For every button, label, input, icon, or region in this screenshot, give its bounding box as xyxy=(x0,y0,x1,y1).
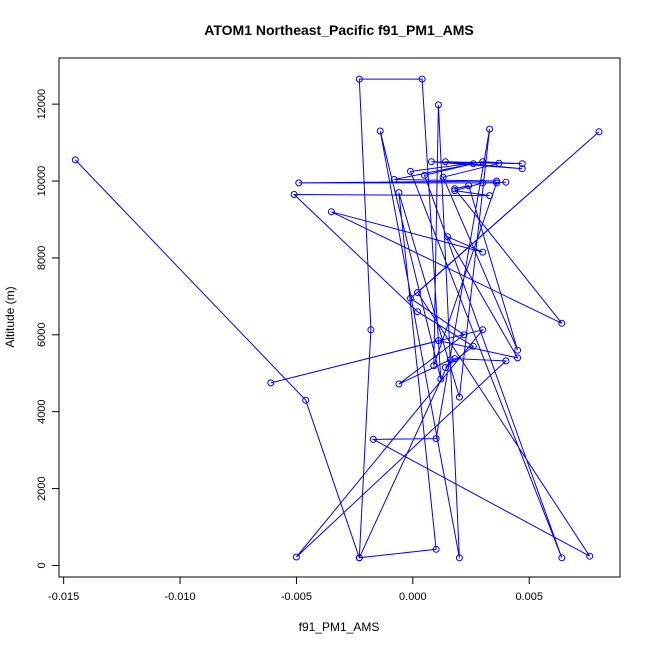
data-point-24 xyxy=(434,101,442,109)
y-tick-label-6: 10000 xyxy=(36,166,48,197)
x-axis-label: f91_PM1_AMS xyxy=(299,620,380,634)
series-line xyxy=(74,78,600,559)
x-axis: -0.015 -0.010 -0.005 0.000 0.005 xyxy=(48,576,543,603)
data-point-35 xyxy=(518,160,526,168)
data-point-14 xyxy=(460,331,468,339)
data-point-28 xyxy=(493,177,501,185)
y-axis-label: Altitude (m) xyxy=(3,286,17,347)
data-point-21 xyxy=(437,375,445,383)
chart-title: ATOM1 Northeast_Pacific f91_PM1_AMS xyxy=(204,22,473,38)
data-point-11 xyxy=(414,289,421,296)
data-point-62 xyxy=(502,178,510,186)
points-layer xyxy=(71,75,603,562)
data-point-16 xyxy=(446,356,454,364)
data-point-61 xyxy=(479,179,487,187)
data-point-58 xyxy=(290,191,298,198)
data-point-7 xyxy=(486,125,494,133)
data-point-5 xyxy=(395,189,403,197)
data-point-36 xyxy=(441,158,449,166)
data-point-10 xyxy=(586,552,594,560)
data-point-17 xyxy=(355,554,363,562)
y-tick-label-5: 8000 xyxy=(36,246,48,270)
data-point-12 xyxy=(595,128,603,136)
y-axis: 0 2000 4000 6000 8000 10000 12000 xyxy=(36,89,60,569)
data-point-51 xyxy=(479,326,487,334)
data-point-23 xyxy=(455,554,463,562)
data-point-19 xyxy=(355,75,363,83)
data-point-9 xyxy=(369,435,377,443)
data-point-29 xyxy=(390,176,398,183)
data-point-56 xyxy=(469,342,477,350)
data-point-4 xyxy=(432,545,440,553)
data-point-59 xyxy=(486,192,494,200)
data-point-6 xyxy=(455,393,463,401)
data-point-20 xyxy=(418,75,426,83)
data-point-57 xyxy=(414,308,421,316)
data-point-32 xyxy=(558,554,566,562)
data-point-38 xyxy=(427,158,435,166)
data-point-13 xyxy=(407,294,414,302)
data-point-55 xyxy=(441,364,449,371)
data-point-1 xyxy=(71,156,79,164)
data-point-46 xyxy=(479,248,487,256)
data-point-39 xyxy=(495,159,503,167)
y-tick-label-4: 6000 xyxy=(36,323,48,347)
x-tick-label-4: 0.000 xyxy=(399,591,427,603)
data-point-54 xyxy=(451,355,459,363)
x-tick-label-2: -0.010 xyxy=(164,591,195,603)
data-point-53 xyxy=(502,357,510,365)
data-point-25 xyxy=(430,362,438,370)
data-point-43 xyxy=(451,185,459,193)
x-tick-label-3: -0.005 xyxy=(281,591,312,603)
data-point-37 xyxy=(518,165,526,173)
x-tick-label-5: 0.005 xyxy=(515,591,543,603)
data-point-34 xyxy=(479,158,487,166)
data-point-26 xyxy=(493,179,501,187)
data-point-52 xyxy=(292,553,300,561)
x-tick-label-1: -0.015 xyxy=(48,591,79,603)
data-point-50 xyxy=(267,379,275,387)
data-point-2 xyxy=(302,396,310,404)
data-point-8 xyxy=(432,435,440,443)
data-point-18 xyxy=(367,326,375,334)
data-point-41 xyxy=(514,346,522,354)
data-point-31 xyxy=(421,171,428,179)
data-point-42 xyxy=(465,182,473,190)
y-tick-label-7: 12000 xyxy=(36,89,48,120)
data-point-44 xyxy=(558,319,566,327)
data-point-27 xyxy=(295,179,303,187)
y-tick-label-2: 2000 xyxy=(36,476,48,500)
data-point-45 xyxy=(327,208,335,216)
data-point-48 xyxy=(514,354,522,362)
data-point-47 xyxy=(444,233,452,241)
data-point-30 xyxy=(469,160,477,168)
data-point-33 xyxy=(407,167,414,175)
y-tick-label-3: 4000 xyxy=(36,399,48,423)
data-point-49 xyxy=(434,337,442,345)
data-point-22 xyxy=(376,127,384,135)
data-point-15 xyxy=(395,380,403,388)
y-tick-label-1: 0 xyxy=(36,562,48,568)
data-point-40 xyxy=(439,173,447,181)
data-point-60 xyxy=(451,187,459,195)
